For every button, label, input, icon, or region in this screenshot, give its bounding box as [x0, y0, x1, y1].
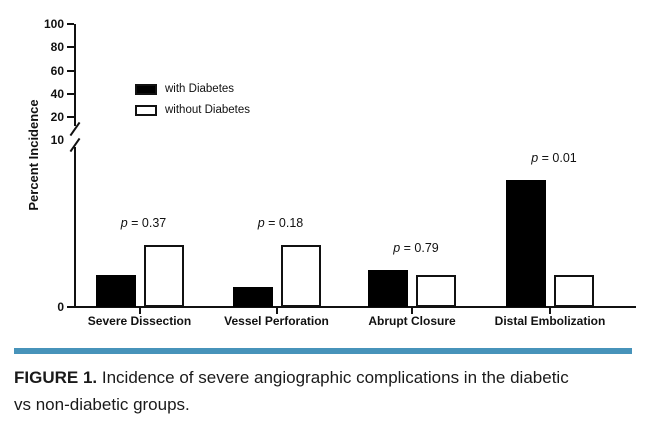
bar-without-diabetes-vessel-perforation [280, 245, 321, 307]
legend-swatch-with-diabetes [135, 84, 157, 95]
y-tick-label-80: 80 [50, 40, 64, 54]
legend-swatch-without-diabetes [135, 105, 157, 116]
bar-without-diabetes-distal-embolization [554, 275, 594, 307]
y-tick-label-10: 10 [50, 133, 64, 147]
x-tick-mark-vessel-perforation [275, 308, 278, 314]
y-tick-mark-20 [67, 116, 74, 118]
bar-with-diabetes-abrupt-closure [368, 270, 408, 307]
p-value-label-distal-embolization: p = 0.01 [531, 151, 577, 165]
figure-caption-label: FIGURE 1. [14, 368, 98, 387]
p-value-label-vessel-perforation: p = 0.18 [257, 216, 304, 230]
bar-with-diabetes-vessel-perforation [232, 287, 273, 307]
x-category-label-severe-dissection: Severe Dissection [87, 314, 192, 328]
x-category-label-abrupt-closure: Abrupt Closure [368, 314, 456, 328]
x-tick-mark-severe-dissection [138, 308, 141, 314]
y-axis-line-lower [74, 147, 76, 307]
bar-with-diabetes-distal-embolization [506, 180, 546, 307]
x-category-label-vessel-perforation: Vessel Perforation [224, 314, 329, 328]
y-tick-mark-40 [67, 93, 74, 95]
p-value-label-severe-dissection: p = 0.37 [120, 216, 167, 230]
y-tick-mark-60 [67, 70, 74, 72]
figure-divider-rule [14, 348, 632, 354]
y-axis-line-upper [74, 24, 76, 126]
bar-chart: Percent Incidence 100 80 60 40 20 10 0 Severe Di… [26, 17, 636, 328]
bar-with-diabetes-severe-dissection [95, 275, 136, 307]
p-value-label-abrupt-closure: p = 0.79 [393, 241, 439, 255]
y-tick-label-0: 0 [57, 300, 64, 314]
x-tick-mark-abrupt-closure [411, 308, 413, 314]
figure-caption: FIGURE 1. Incidence of severe angiograph… [14, 364, 642, 418]
y-tick-mark-0 [67, 306, 74, 308]
y-tick-label-40: 40 [50, 87, 64, 101]
legend-label-with-diabetes: with Diabetes [165, 83, 235, 95]
bar-without-diabetes-severe-dissection [143, 245, 184, 307]
y-tick-mark-80 [67, 46, 74, 48]
y-tick-mark-100 [67, 23, 74, 25]
x-tick-mark-distal-embolization [549, 308, 551, 314]
legend-label-without-diabetes: without Diabetes [165, 104, 251, 116]
y-tick-label-100: 100 [43, 17, 64, 31]
figure-caption-line2: vs non-diabetic groups. [14, 395, 190, 414]
x-axis-line [74, 306, 636, 308]
y-tick-label-60: 60 [50, 64, 64, 78]
figure-caption-line1: Incidence of severe angiographic complic… [101, 368, 569, 387]
x-category-label-distal-embolization: Distal Embolization [494, 314, 606, 328]
bar-without-diabetes-abrupt-closure [416, 275, 456, 307]
y-tick-label-20: 20 [50, 110, 64, 124]
